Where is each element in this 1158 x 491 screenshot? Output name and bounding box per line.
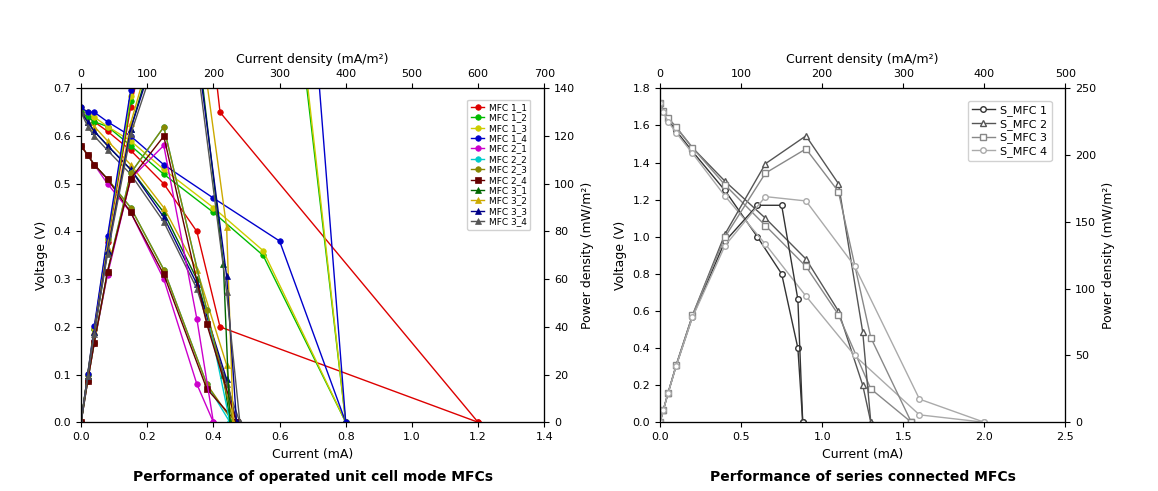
Y-axis label: Power density (mW/m²): Power density (mW/m²) <box>1101 182 1115 329</box>
X-axis label: Current density (mA/m²): Current density (mA/m²) <box>786 53 939 66</box>
Y-axis label: Voltage (V): Voltage (V) <box>614 220 626 290</box>
Y-axis label: Power density (mW/m²): Power density (mW/m²) <box>580 182 594 329</box>
Legend: MFC 1_1, MFC 1_2, MFC 1_3, MFC 1_4, MFC 2_1, MFC 2_2, MFC 2_3, MFC 2_4, MFC 3_1,: MFC 1_1, MFC 1_2, MFC 1_3, MFC 1_4, MFC … <box>467 100 530 230</box>
X-axis label: Current (mA): Current (mA) <box>822 447 903 461</box>
X-axis label: Current density (mA/m²): Current density (mA/m²) <box>236 53 389 66</box>
X-axis label: Current (mA): Current (mA) <box>272 447 353 461</box>
Legend: S_MFC 1, S_MFC 2, S_MFC 3, S_MFC 4: S_MFC 1, S_MFC 2, S_MFC 3, S_MFC 4 <box>968 101 1051 162</box>
Y-axis label: Voltage (V): Voltage (V) <box>35 220 47 290</box>
Text: Performance of operated unit cell mode MFCs: Performance of operated unit cell mode M… <box>133 470 492 484</box>
Text: Performance of series connected MFCs: Performance of series connected MFCs <box>710 470 1016 484</box>
